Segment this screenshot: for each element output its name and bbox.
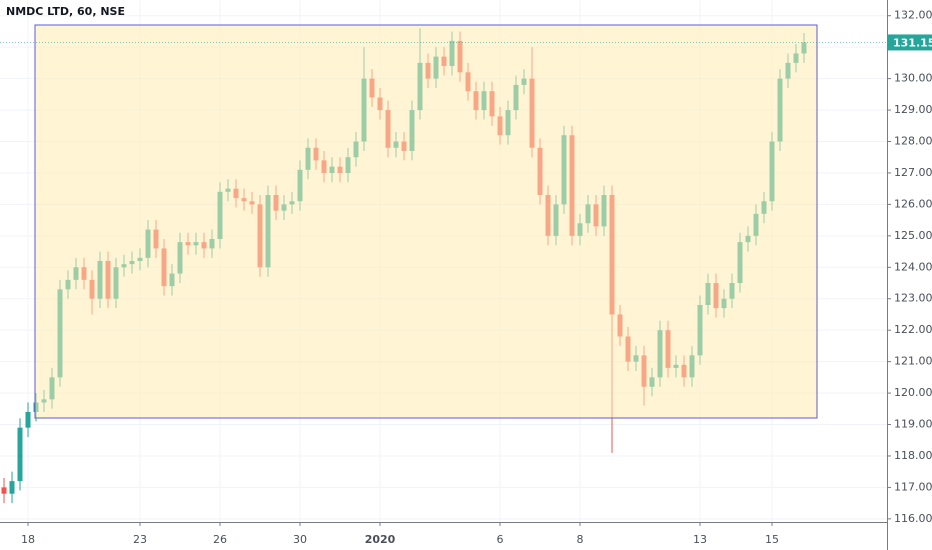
y-tick-label: 129.00 — [894, 103, 932, 116]
y-tick-label: 124.00 — [894, 260, 932, 273]
y-tick-label: 132.00 — [894, 9, 932, 22]
axes: 116.00 117.00 118.00 119.00 120.00 121.00 122.… — [0, 9, 932, 546]
x-tick-label: 26 — [213, 533, 227, 546]
candle-body — [9, 481, 15, 494]
last-price-box — [887, 34, 932, 51]
chart-title: NMDC LTD, 60, NSE — [6, 5, 125, 18]
candle-body — [25, 411, 31, 428]
y-tick-label: 125.00 — [894, 229, 932, 242]
y-tick-label: 127.00 — [894, 166, 932, 179]
y-tick-label: 128.00 — [894, 135, 932, 148]
last-price-label: 131.15 — [893, 36, 932, 49]
x-tick-label: 18 — [21, 533, 35, 546]
x-tick-label: 2020 — [365, 533, 396, 546]
x-tick-label: 30 — [293, 533, 307, 546]
candle-body — [1, 487, 7, 494]
y-tick-label: 116.00 — [894, 512, 932, 525]
y-tick-label: 120.00 — [894, 386, 932, 399]
y-tick-label: 118.00 — [894, 449, 932, 462]
y-tick-label: 121.00 — [894, 355, 932, 368]
candle-body — [17, 427, 23, 482]
y-tick-label: 117.00 — [894, 480, 932, 493]
x-tick-label: 6 — [497, 533, 504, 546]
rectangle-drawing — [34, 24, 818, 419]
y-tick-label: 119.00 — [894, 418, 932, 431]
y-tick-label: 122.00 — [894, 323, 932, 336]
x-tick-label: 15 — [765, 533, 779, 546]
y-tick-label: 130.00 — [894, 72, 932, 85]
y-tick-label: 126.00 — [894, 197, 932, 210]
y-tick-label: 123.00 — [894, 292, 932, 305]
x-tick-label: 23 — [133, 533, 147, 546]
x-tick-label: 8 — [577, 533, 584, 546]
x-tick-label: 13 — [693, 533, 707, 546]
